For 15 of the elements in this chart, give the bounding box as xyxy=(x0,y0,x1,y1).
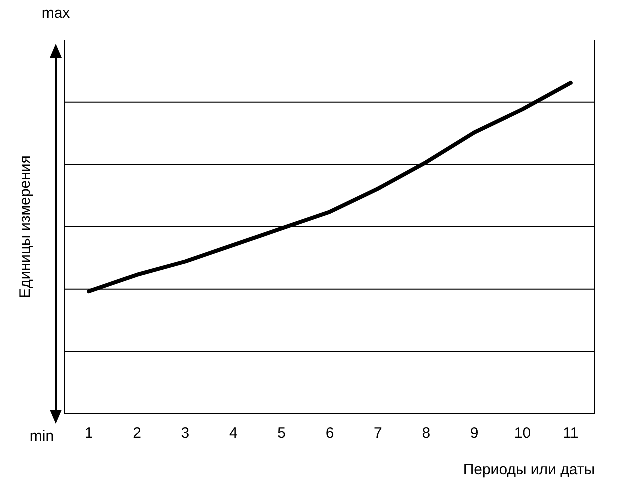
x-tick-label: 1 xyxy=(84,425,94,442)
x-tick-label: 9 xyxy=(470,425,479,442)
x-axis-title: Периоды или даты xyxy=(463,462,595,479)
x-tick-label: 5 xyxy=(278,425,286,442)
text: max xyxy=(42,5,71,22)
x-tick-label: 4 xyxy=(229,425,238,442)
x-tick-label: 7 xyxy=(374,425,382,442)
x-tick-label: 3 xyxy=(181,425,190,442)
text: min xyxy=(30,428,54,446)
x-tick-label: 6 xyxy=(326,425,334,442)
x-tick-label: 10 xyxy=(514,425,532,442)
y-axis-title: Единицы измерения xyxy=(17,156,34,298)
x-tick-label: 8 xyxy=(422,425,431,442)
x-tick-label: 11 xyxy=(563,425,579,442)
x-tick-label: 2 xyxy=(133,425,142,442)
